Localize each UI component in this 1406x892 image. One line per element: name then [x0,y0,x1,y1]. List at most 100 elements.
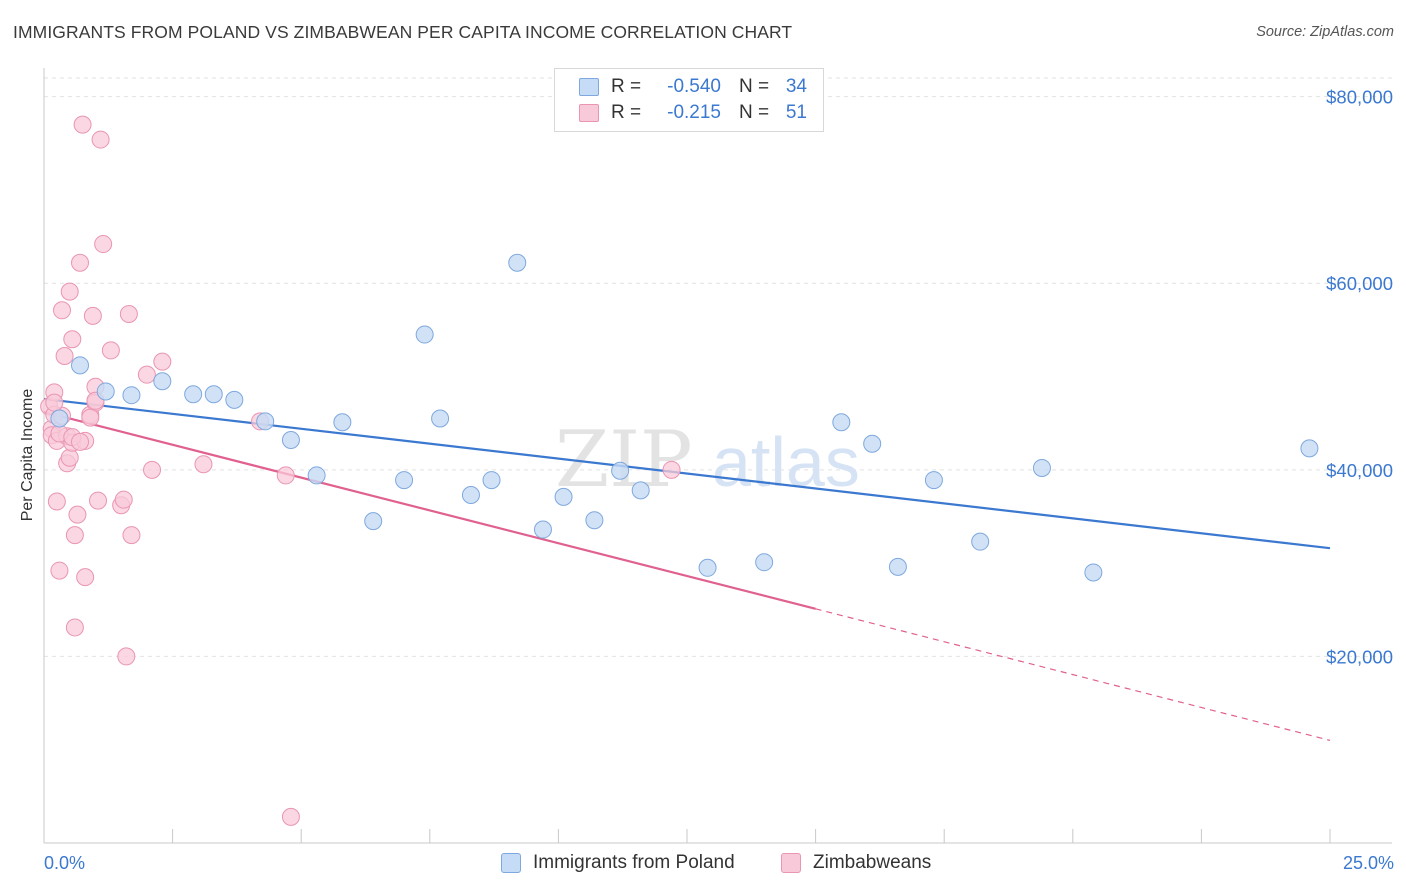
data-point-poland [71,356,90,375]
data-point-poland [585,511,604,530]
data-point-zimbabwe [50,561,69,580]
data-point-poland [50,409,69,428]
data-point-zimbabwe [63,330,82,349]
trend-line-zimbabwe [43,410,816,610]
series-legend: Immigrants from Poland Zimbabweans [0,852,1406,878]
data-point-poland [415,325,434,344]
data-point-poland [395,471,414,490]
data-point-zimbabwe [137,365,156,384]
n-value: 34 [785,76,807,97]
data-point-poland [755,553,774,572]
data-point-poland [482,471,501,490]
legend-label-poland: Immigrants from Poland [533,852,735,873]
y-tick-label: $60,000 [1326,273,1393,294]
watermark-atlas: atlas [712,423,860,501]
chart-title: IMMIGRANTS FROM POLAND VS ZIMBABWEAN PER… [13,22,793,42]
data-point-zimbabwe [60,282,79,301]
data-point-zimbabwe [153,352,172,371]
stats-legend: R = -0.540 N = 34 R = -0.215 N = 51 [554,68,824,132]
data-point-poland [698,558,717,577]
data-point-zimbabwe [662,460,681,479]
data-point-zimbabwe [53,301,72,320]
data-point-poland [1032,458,1051,477]
data-point-zimbabwe [45,393,64,412]
data-point-poland [307,466,326,485]
data-point-poland [631,481,650,500]
data-point-zimbabwe [55,347,74,366]
r-value: -0.215 [667,102,721,123]
x-tick-label-max: 25.0% [1342,853,1394,873]
data-point-zimbabwe [65,526,84,545]
grid-lines [44,77,1392,657]
data-point-poland [225,390,244,409]
n-label: N = [739,76,770,97]
watermark: ZIP atlas [555,415,860,505]
trend-extension-zimbabwe [815,608,1331,741]
data-point-zimbabwe [101,341,120,360]
y-tick-labels: $20,000 $40,000 $60,000 $80,000 [1326,87,1393,668]
data-point-zimbabwe [91,130,110,149]
data-point-poland [554,487,573,506]
data-point-zimbabwe [114,490,133,509]
n-label: N = [739,102,770,123]
data-point-poland [832,413,851,432]
data-point-zimbabwe [47,492,66,511]
data-point-zimbabwe [89,491,108,510]
legend-swatch-blue [579,78,599,96]
data-point-poland [611,461,630,480]
data-point-zimbabwe [122,526,141,545]
x-tick-label-min: 0.0% [44,853,86,873]
data-point-poland [96,382,115,401]
data-point-zimbabwe [68,505,87,524]
legend-swatch-blue [501,853,521,873]
data-point-zimbabwe [194,455,213,474]
data-point-poland [431,409,450,428]
data-point-poland [888,557,907,576]
legend-row-zimbabwe: R = -0.215 N = 51 [579,100,807,126]
data-point-zimbabwe [71,432,90,451]
data-point-poland [508,253,527,272]
data-point-zimbabwe [83,306,102,325]
data-point-poland [122,386,141,405]
data-point-poland [533,520,552,539]
legend-swatch-pink [579,104,599,122]
legend-item-poland: Immigrants from Poland [501,852,735,874]
r-label: R = [611,76,642,97]
n-value: 51 [785,102,807,123]
data-point-poland [1084,563,1103,582]
legend-label-zimbabwe: Zimbabweans [813,852,932,873]
data-points [40,115,1319,826]
data-point-poland [924,471,943,490]
data-point-poland [364,512,383,531]
data-point-zimbabwe [119,305,138,324]
data-point-poland [971,532,990,551]
data-point-zimbabwe [71,253,90,272]
data-point-poland [256,412,275,431]
y-tick-label: $80,000 [1326,87,1393,108]
data-point-poland [153,372,172,391]
y-tick-label: $40,000 [1326,460,1393,481]
y-tick-label: $20,000 [1326,646,1393,667]
legend-row-poland: R = -0.540 N = 34 [579,74,807,100]
data-point-zimbabwe [143,460,162,479]
data-point-zimbabwe [276,466,295,485]
data-point-zimbabwe [117,647,136,666]
data-point-poland [204,385,223,404]
r-label: R = [611,102,642,123]
data-point-zimbabwe [73,115,92,134]
legend-swatch-pink [781,853,801,873]
data-point-zimbabwe [65,618,84,637]
axes [43,68,1392,844]
data-point-poland [863,434,882,453]
data-point-zimbabwe [76,568,95,587]
legend-item-zimbabwe: Zimbabweans [781,852,931,874]
data-point-poland [461,486,480,505]
data-point-zimbabwe [94,235,113,254]
data-point-zimbabwe [81,408,100,427]
data-point-zimbabwe [60,448,79,467]
data-point-zimbabwe [281,807,300,826]
data-point-poland [333,413,352,432]
r-value: -0.540 [667,76,721,97]
data-point-poland [281,430,300,449]
